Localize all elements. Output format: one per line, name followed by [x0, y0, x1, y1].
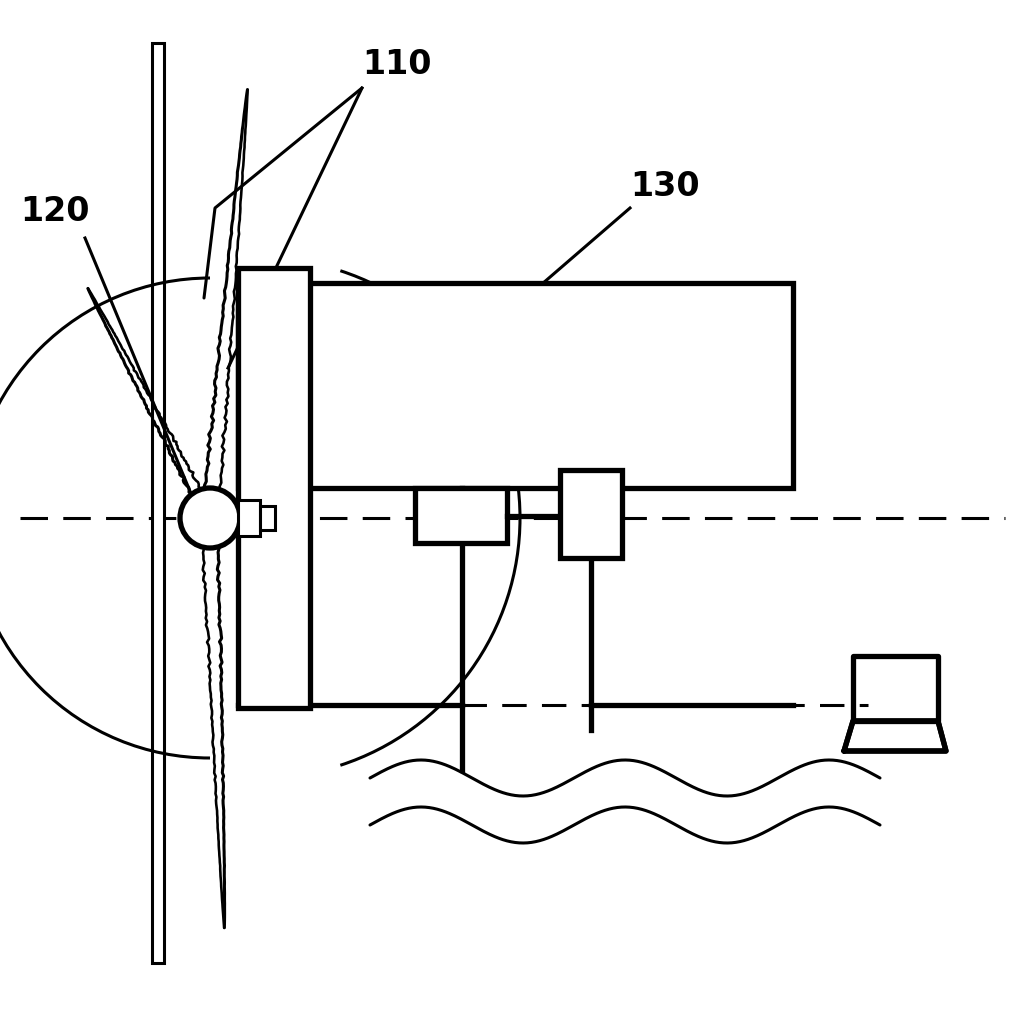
Bar — [238, 268, 310, 708]
Circle shape — [180, 488, 240, 548]
Bar — [260, 506, 275, 530]
Bar — [238, 283, 793, 488]
Bar — [415, 488, 507, 543]
Bar — [238, 500, 260, 536]
Bar — [152, 43, 164, 963]
Text: 110: 110 — [362, 48, 431, 81]
Bar — [560, 470, 622, 558]
Polygon shape — [844, 721, 946, 751]
Text: 130: 130 — [630, 170, 700, 203]
Text: 120: 120 — [20, 194, 90, 228]
